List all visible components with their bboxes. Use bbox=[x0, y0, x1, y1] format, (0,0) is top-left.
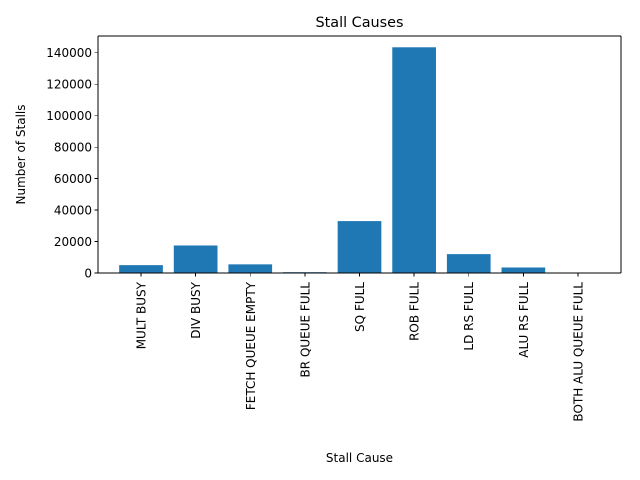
x-tick-label: FETCH QUEUE EMPTY bbox=[244, 281, 258, 410]
x-axis: MULT BUSY DIV BUSY FETCH QUEUE EMPTY BR QUE… bbox=[135, 273, 585, 422]
y-tick-label: 20000 bbox=[54, 235, 92, 249]
x-tick-label: BR QUEUE FULL bbox=[298, 282, 312, 378]
y-tick-label: 40000 bbox=[54, 203, 92, 217]
y-tick-label: 80000 bbox=[54, 140, 92, 154]
x-tick-label: ROB FULL bbox=[408, 282, 422, 341]
bar-alu-rs-full bbox=[501, 267, 546, 273]
bars-group bbox=[119, 47, 546, 274]
bar-ld-rs-full bbox=[446, 254, 491, 273]
y-tick-label: 0 bbox=[84, 266, 92, 280]
chart-title: Stall Causes bbox=[315, 15, 403, 31]
y-tick-label: 60000 bbox=[54, 172, 92, 186]
bar-rob-full bbox=[392, 47, 436, 274]
y-axis-label: Number of Stalls bbox=[14, 105, 28, 205]
x-tick-label: SQ FULL bbox=[353, 282, 367, 332]
axes-frame bbox=[97, 35, 622, 274]
x-tick-label: LD RS FULL bbox=[462, 282, 476, 351]
y-tick-label: 100000 bbox=[46, 109, 92, 123]
x-tick-label: ALU RS FULL bbox=[517, 282, 531, 358]
bar-sq-full bbox=[337, 221, 382, 273]
x-tick-label: DIV BUSY bbox=[189, 281, 203, 338]
y-tick-label: 140000 bbox=[46, 46, 92, 60]
bar-div-busy bbox=[173, 245, 218, 273]
x-tick-label: BOTH ALU QUEUE FULL bbox=[571, 282, 585, 422]
bar-fetch-queue-empty bbox=[228, 264, 273, 273]
x-tick-label: MULT BUSY bbox=[135, 281, 149, 349]
x-axis-label: Stall Cause bbox=[326, 451, 393, 465]
y-axis: 0 20000 40000 60000 80000 100000 120000 140000 bbox=[46, 46, 98, 280]
bar-mult-busy bbox=[119, 265, 163, 273]
y-tick-label: 120000 bbox=[46, 78, 92, 92]
